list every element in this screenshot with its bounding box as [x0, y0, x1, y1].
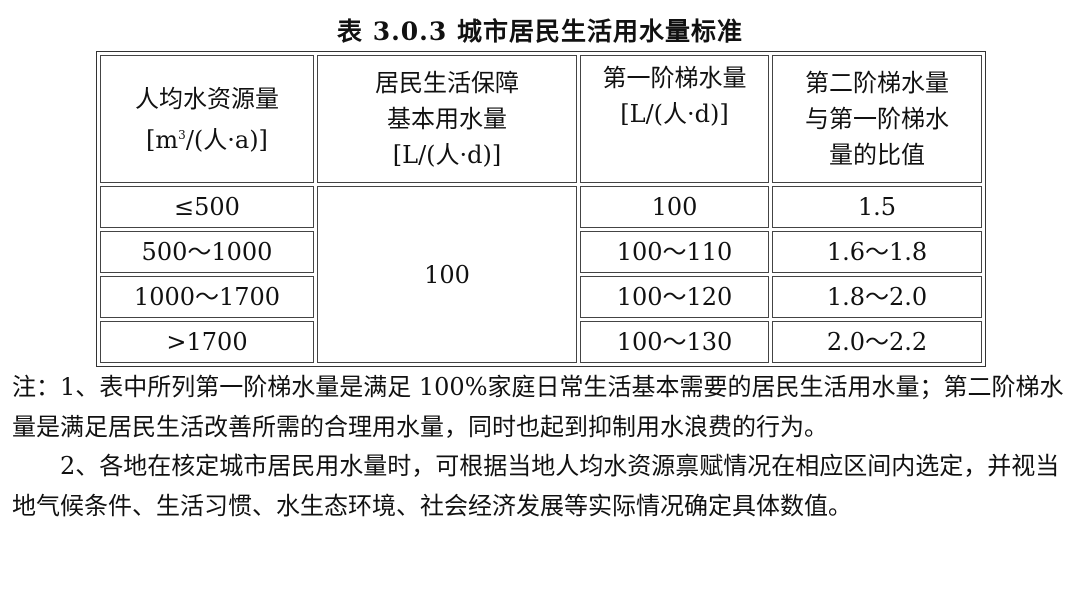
cell-resource: 500～1000	[100, 231, 314, 273]
cell-tier1: 100	[580, 186, 769, 228]
header-text: 基本用水量	[387, 105, 507, 133]
cell-resource: >1700	[100, 321, 314, 363]
cell-tier1: 100～130	[580, 321, 769, 363]
cell-resource: ≤500	[100, 186, 314, 228]
water-standard-table: 人均水资源量 [m3/(人·a)] 居民生活保障 基本用水量 [L/(人·d)]…	[96, 51, 986, 367]
header-unit: [L/(人·d)]	[620, 100, 729, 128]
cell-basic-amount: 100	[317, 186, 577, 363]
cell-ratio: 1.8～2.0	[772, 276, 982, 318]
table-row: 1000～1700 100～120 1.8～2.0	[100, 276, 982, 318]
header-basic: 居民生活保障 基本用水量 [L/(人·d)]	[317, 55, 577, 183]
header-unit: [L/(人·d)]	[392, 141, 502, 169]
unit-part: [m	[146, 125, 179, 154]
notes: 注：1、表中所列第一阶梯水量是满足 100%家庭日常生活基本需要的居民生活用水量…	[12, 368, 1072, 526]
header-text: 居民生活保障	[375, 69, 519, 97]
cell-ratio: 2.0～2.2	[772, 321, 982, 363]
header-unit: [m3/(人·a)]	[101, 117, 313, 158]
table-row: 500～1000 100～110 1.6～1.8	[100, 231, 982, 273]
note-1: 注：1、表中所列第一阶梯水量是满足 100%家庭日常生活基本需要的居民生活用水量…	[12, 373, 1064, 441]
header-text: 量的比值	[829, 141, 925, 169]
note-2: 2、各地在核定城市居民用水量时，可根据当地人均水资源禀赋情况在相应区间内选定，并…	[12, 452, 1060, 520]
header-row: 人均水资源量 [m3/(人·a)] 居民生活保障 基本用水量 [L/(人·d)]…	[100, 55, 982, 183]
header-text: 第二阶梯水量	[805, 69, 949, 97]
cell-resource: 1000～1700	[100, 276, 314, 318]
header-text: 第一阶梯水量	[602, 64, 747, 92]
header-text: 人均水资源量	[135, 84, 279, 113]
header-text: 与第一阶梯水	[805, 105, 949, 133]
unit-superscript: 3	[178, 127, 186, 142]
cell-tier1: 100～110	[580, 231, 769, 273]
header-ratio: 第二阶梯水量 与第一阶梯水 量的比值	[772, 55, 982, 183]
cell-ratio: 1.5	[772, 186, 982, 228]
table-row: >1700 100～130 2.0～2.2	[100, 321, 982, 363]
cell-tier1: 100～120	[580, 276, 769, 318]
header-resource: 人均水资源量 [m3/(人·a)]	[100, 55, 314, 183]
cell-ratio: 1.6～1.8	[772, 231, 982, 273]
unit-part: /(人·a)]	[185, 125, 268, 154]
header-tier1: 第一阶梯水量 [L/(人·d)]	[580, 55, 769, 183]
table-title: 表 3.0.3 城市居民生活用水量标准	[336, 17, 743, 46]
table-row: ≤500 100 100 1.5	[100, 186, 982, 363]
